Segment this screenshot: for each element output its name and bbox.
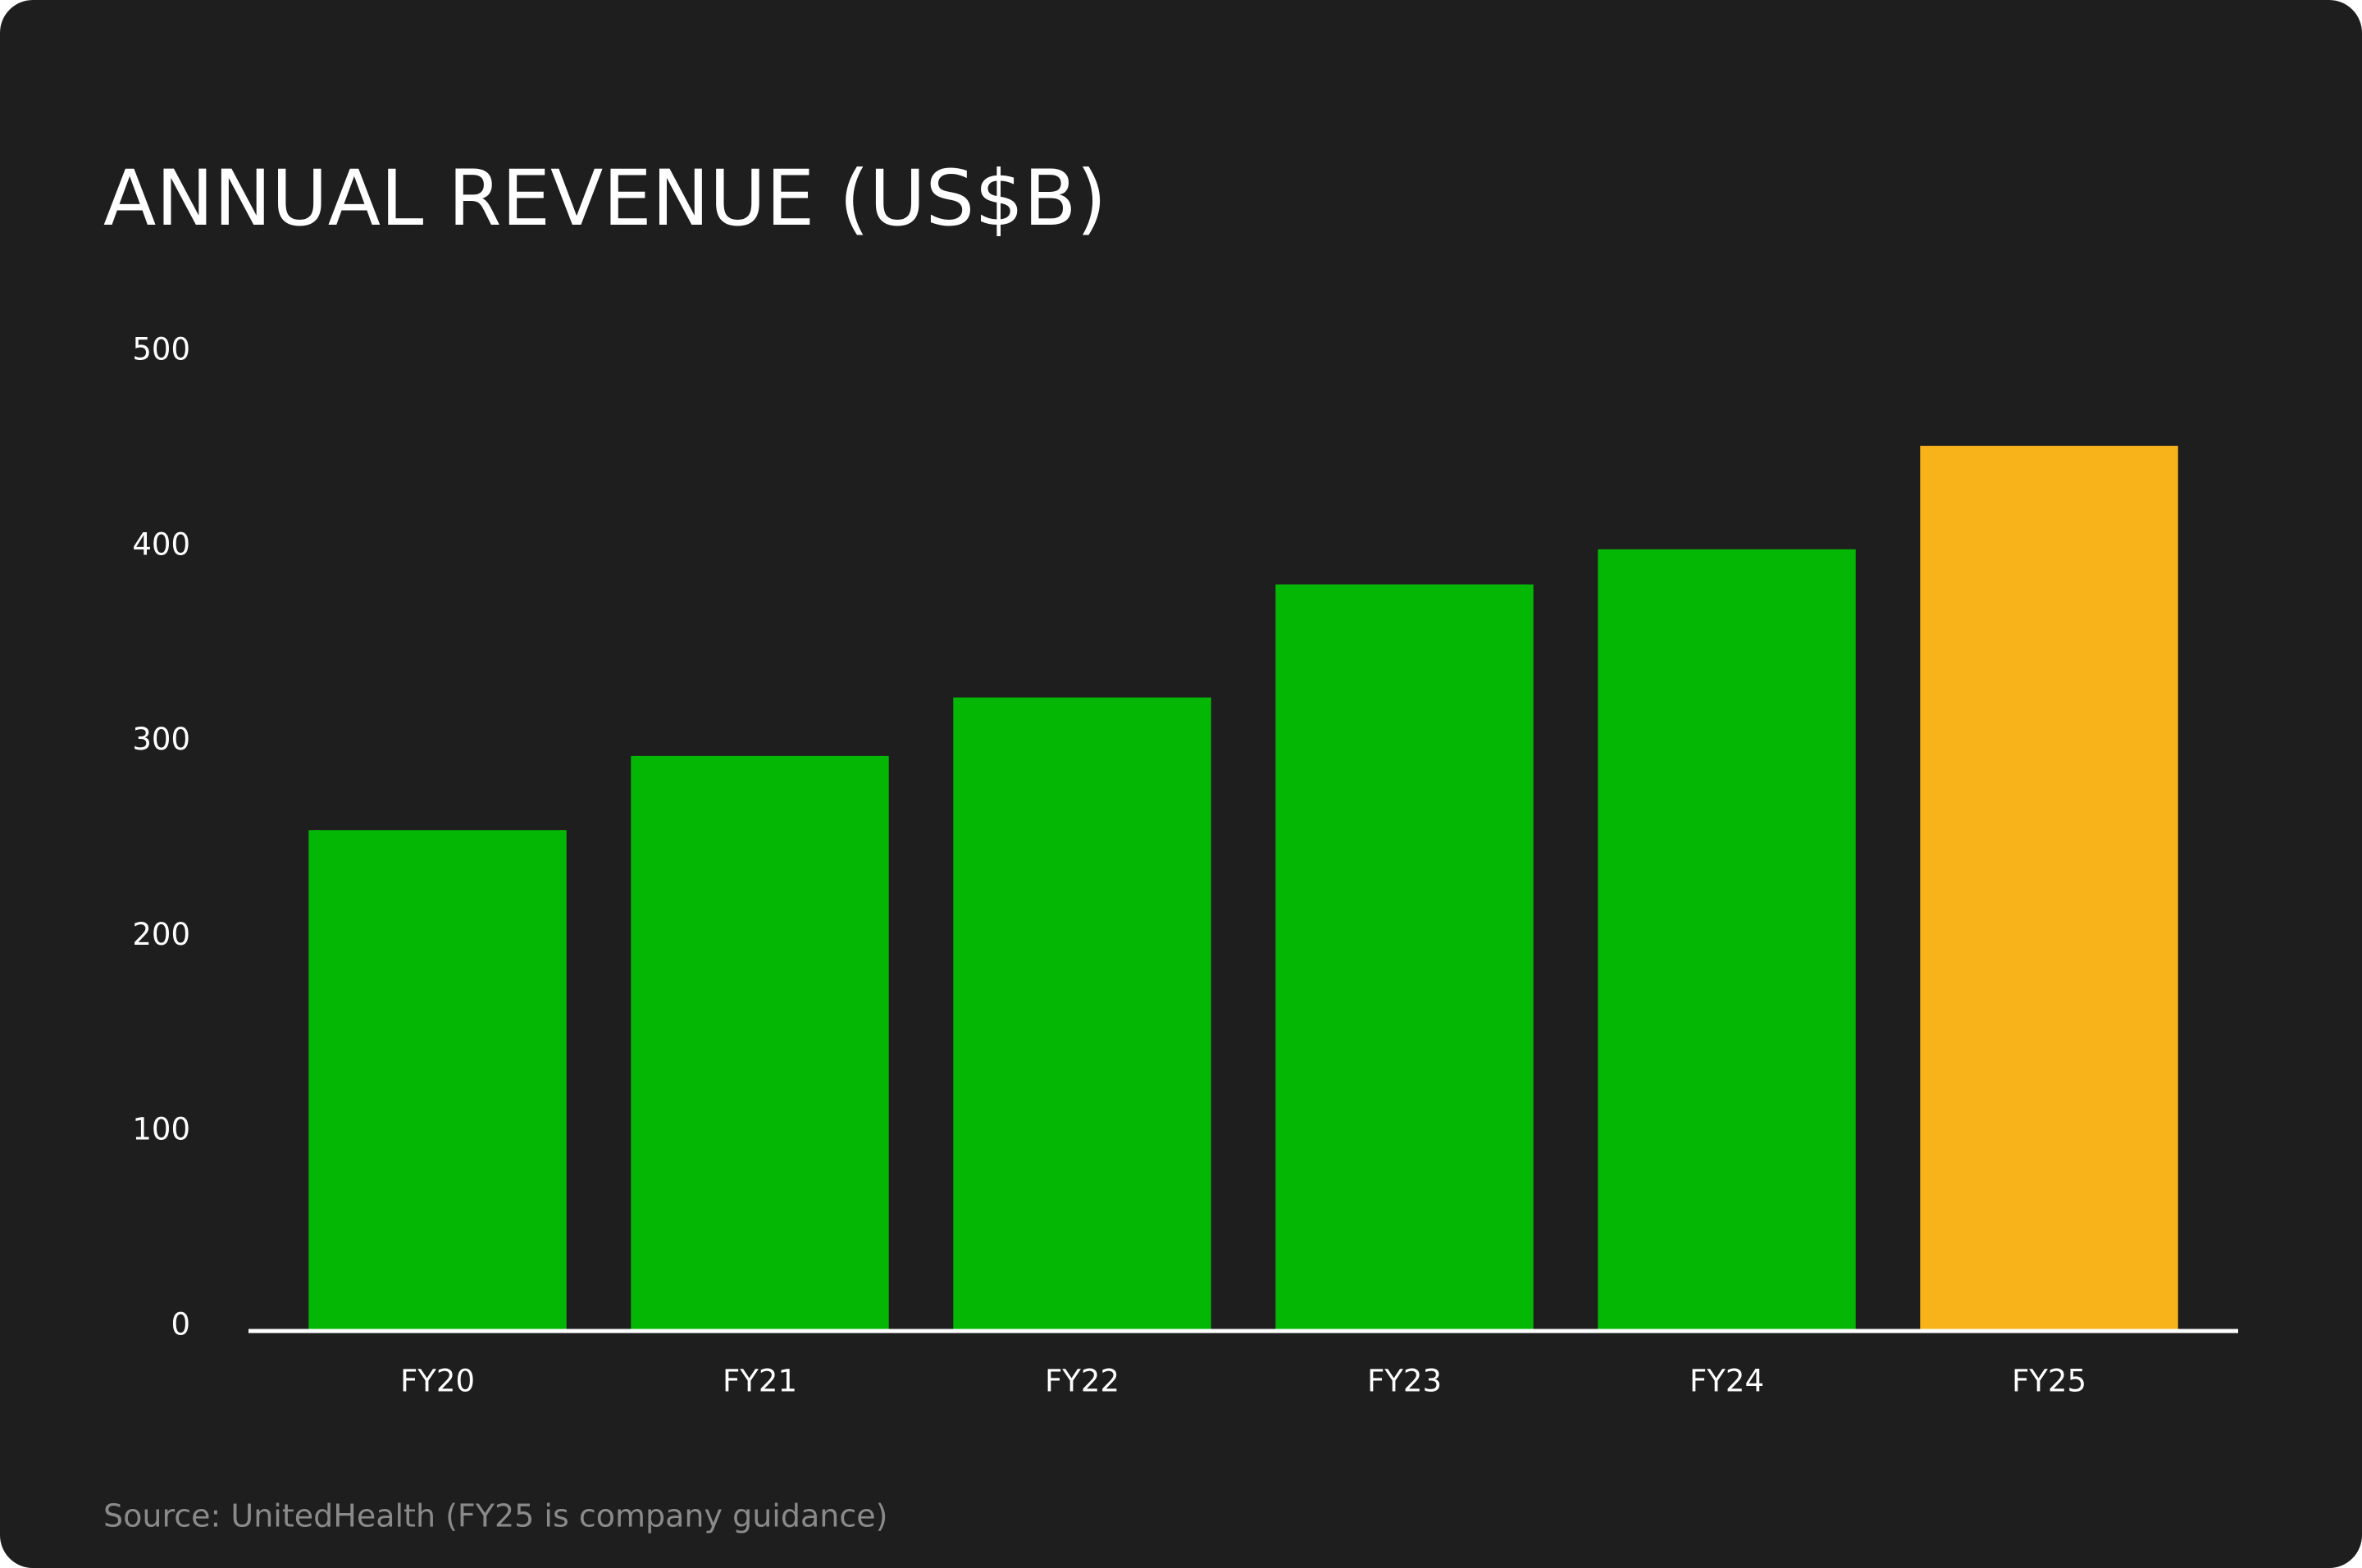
bar [1598,549,1856,1329]
y-tick-label: 500 [132,332,190,367]
y-tick-label: 400 [132,526,190,562]
bar [953,697,1211,1329]
x-tick-label: FY24 [1689,1364,1764,1399]
bar [1920,445,2178,1329]
y-tick-label: 0 [171,1307,190,1342]
x-tick-label: FY22 [1045,1364,1119,1399]
bar [308,830,567,1329]
source-note: Source: UnitedHealth (FY25 is company gu… [103,1498,887,1534]
y-tick-label: 200 [132,917,190,952]
y-tick-label: 100 [132,1112,190,1147]
bar [631,755,889,1329]
x-tick-label: FY23 [1367,1364,1442,1399]
chart-title: ANNUAL REVENUE (US$B) [103,154,1106,244]
y-tick-label: 300 [132,722,190,757]
bar [1275,584,1534,1329]
x-tick-label: FY20 [400,1364,475,1399]
x-tick-label: FY21 [723,1364,797,1399]
x-tick-label: FY25 [2012,1364,2086,1399]
